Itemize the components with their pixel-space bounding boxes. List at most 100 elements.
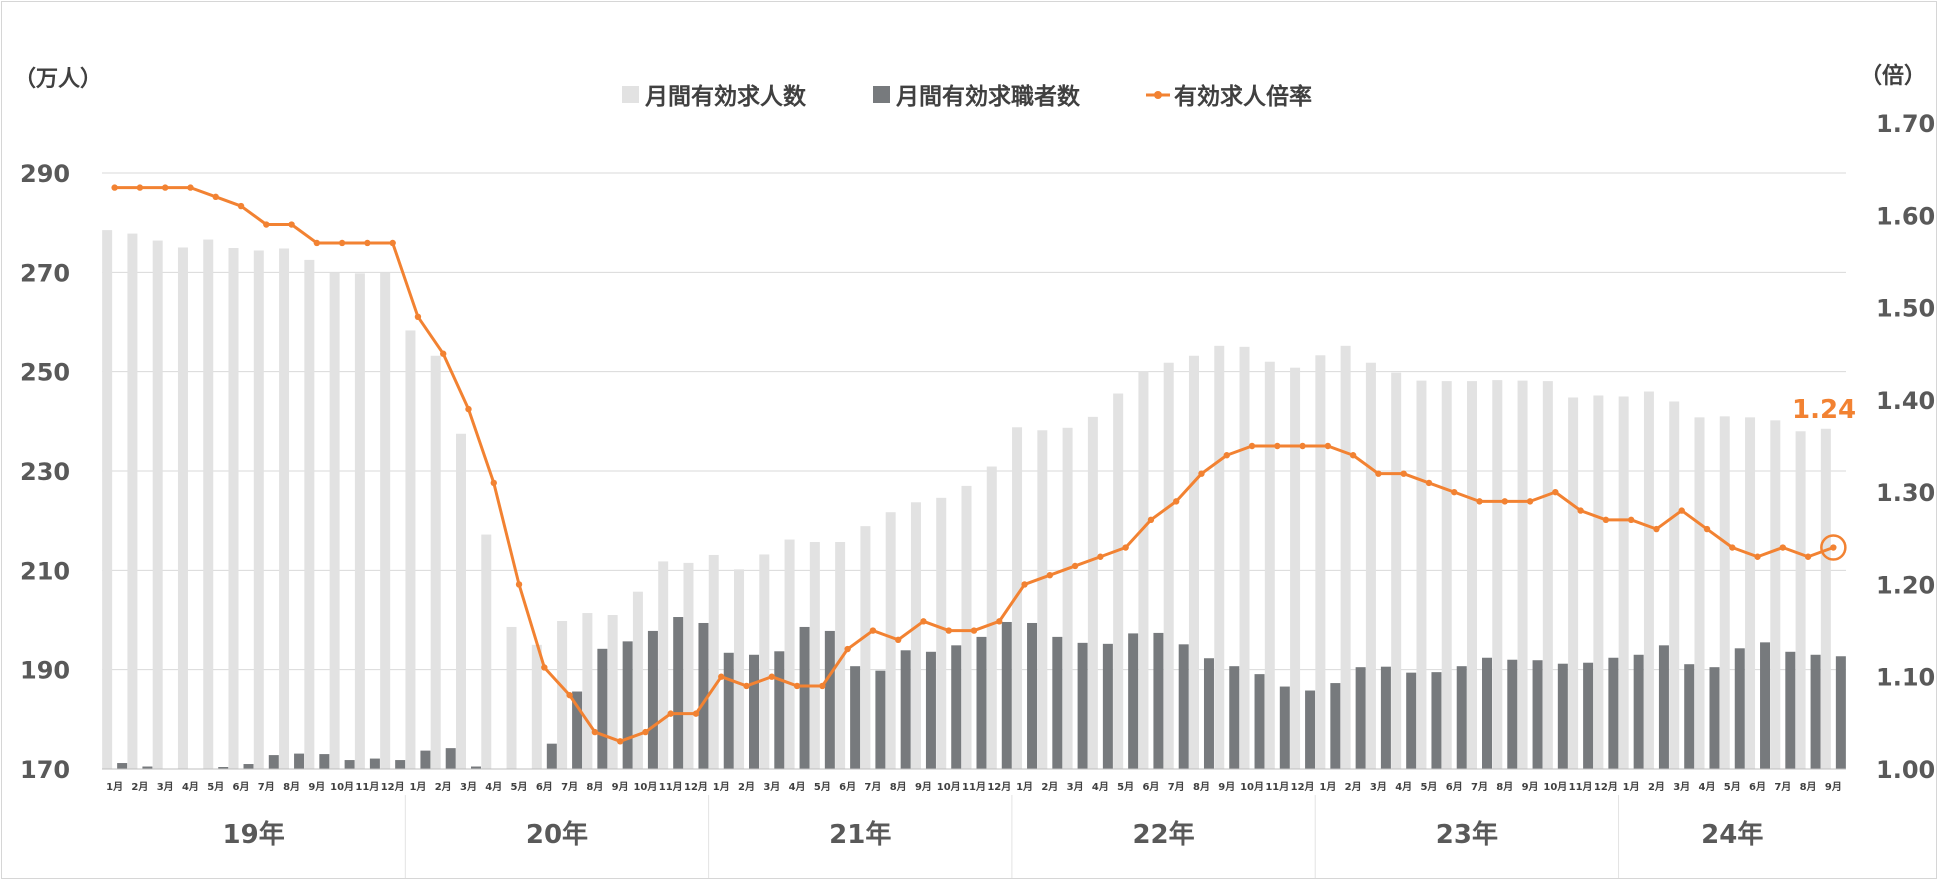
x-axis: 1月 2月 3月 4月 5月 6月 7月 8月 9月 10月 11月 12月 1月 2月 3月 4月 5月 6月 7… xyxy=(106,781,1842,878)
left-axis-unit: （万人） xyxy=(14,67,102,92)
bar-job-openings xyxy=(860,526,871,769)
bar-job-seekers xyxy=(597,648,608,769)
month-label: 11月 xyxy=(355,781,379,793)
year-label: 20年 xyxy=(526,819,588,850)
bar-job-openings xyxy=(1416,380,1427,769)
bar-job-seekers xyxy=(1380,666,1391,769)
ratio-point xyxy=(1046,572,1054,579)
month-label: 2月 xyxy=(1345,781,1362,793)
bar-job-seekers xyxy=(1027,622,1038,769)
right-tick-label: 1.10 xyxy=(1876,664,1935,692)
bar-job-seekers xyxy=(1102,643,1113,769)
ratio-point xyxy=(541,664,548,671)
ratio-point xyxy=(1754,553,1761,560)
bar-job-openings xyxy=(607,615,618,769)
month-label: 8月 xyxy=(1193,781,1210,793)
bar-job-openings xyxy=(253,250,264,770)
ratio-point xyxy=(1627,516,1635,524)
ratio-point xyxy=(1451,488,1458,496)
month-label: 6月 xyxy=(1142,781,1159,793)
month-label: 5月 xyxy=(1117,781,1134,793)
bar-job-openings xyxy=(1669,401,1680,769)
ratio-point xyxy=(1729,544,1736,551)
end-value-label: 1.24 xyxy=(1792,395,1856,425)
bar-job-seekers xyxy=(470,766,481,769)
bar-job-seekers xyxy=(1507,659,1518,769)
bar-job-openings xyxy=(1770,420,1781,769)
ratio-point xyxy=(1779,544,1787,551)
ratio-point xyxy=(642,728,649,736)
bar-job-seekers xyxy=(1482,657,1493,769)
month-label: 11月 xyxy=(962,781,986,793)
month-label: 12月 xyxy=(381,781,405,793)
bar-job-openings xyxy=(1087,416,1098,769)
bar-job-openings xyxy=(582,613,593,769)
ratio-point xyxy=(1299,442,1306,450)
legend-label-job-openings: 月間有効求人数 xyxy=(644,83,807,110)
bar-job-seekers xyxy=(749,654,760,769)
ratio-point xyxy=(718,673,725,680)
bar-job-seekers xyxy=(1305,690,1316,769)
right-tick-label: 1.50 xyxy=(1876,295,1935,323)
month-label: 8月 xyxy=(890,781,907,793)
month-label: 8月 xyxy=(586,781,603,793)
month-label: 12月 xyxy=(1594,781,1618,793)
month-label: 9月 xyxy=(612,781,629,793)
ratio-point xyxy=(996,618,1003,625)
bar-job-seekers xyxy=(1608,657,1619,769)
bar-job-seekers xyxy=(1633,654,1644,769)
bar-job-openings xyxy=(102,230,113,769)
month-label: 4月 xyxy=(485,781,502,793)
ratio-point xyxy=(490,479,497,487)
bar-job-openings xyxy=(455,433,466,769)
year-label: 21年 xyxy=(829,819,891,850)
ratio-point xyxy=(1248,442,1256,450)
month-label: 5月 xyxy=(511,781,528,793)
bar-job-seekers xyxy=(1077,642,1088,769)
bar-job-seekers xyxy=(900,650,911,769)
bar-job-seekers xyxy=(369,758,380,769)
month-label: 1月 xyxy=(1319,781,1336,793)
bar-job-seekers xyxy=(243,764,254,769)
ratio-point xyxy=(1122,544,1129,551)
bar-job-openings xyxy=(1820,428,1831,769)
ratio-point xyxy=(1173,498,1180,505)
month-label: 11月 xyxy=(1569,781,1593,793)
month-label: 1月 xyxy=(1623,781,1640,793)
bar-job-openings xyxy=(1517,380,1528,769)
ratio-point xyxy=(1324,442,1332,450)
ratio-point xyxy=(465,405,472,413)
bar-job-openings xyxy=(1593,395,1604,769)
bar-job-openings xyxy=(1290,367,1301,769)
ratio-point xyxy=(1526,498,1534,505)
month-label: 6月 xyxy=(839,781,856,793)
bar-job-seekers xyxy=(218,767,229,769)
bar-job-seekers xyxy=(117,763,128,769)
bar-job-openings xyxy=(481,534,492,769)
bar-job-seekers xyxy=(546,743,557,769)
right-tick-label: 1.00 xyxy=(1876,756,1935,784)
bar-job-seekers xyxy=(824,630,835,769)
bar-job-openings xyxy=(734,569,745,769)
bar-job-seekers xyxy=(445,748,456,769)
ratio-point xyxy=(844,645,851,653)
bar-job-openings xyxy=(1264,361,1275,769)
bar-job-openings xyxy=(354,273,365,769)
left-tick-label: 290 xyxy=(20,160,70,188)
month-label: 10月 xyxy=(1543,781,1567,793)
bar-job-seekers xyxy=(799,626,810,769)
ratio-point xyxy=(1274,442,1281,450)
month-label: 7月 xyxy=(1168,781,1185,793)
bar-job-openings xyxy=(835,542,846,769)
bar-job-seekers xyxy=(1406,672,1417,769)
bar-job-seekers xyxy=(1532,660,1543,769)
bar-job-seekers xyxy=(1709,667,1720,769)
bar-job-openings xyxy=(1239,346,1250,769)
bar-job-seekers xyxy=(1431,672,1442,769)
ratio-point xyxy=(1501,498,1508,505)
month-label: 11月 xyxy=(659,781,683,793)
bar-job-seekers xyxy=(850,666,861,769)
month-label: 9月 xyxy=(1825,781,1842,793)
bars xyxy=(102,230,1846,770)
month-label: 9月 xyxy=(1522,781,1539,793)
